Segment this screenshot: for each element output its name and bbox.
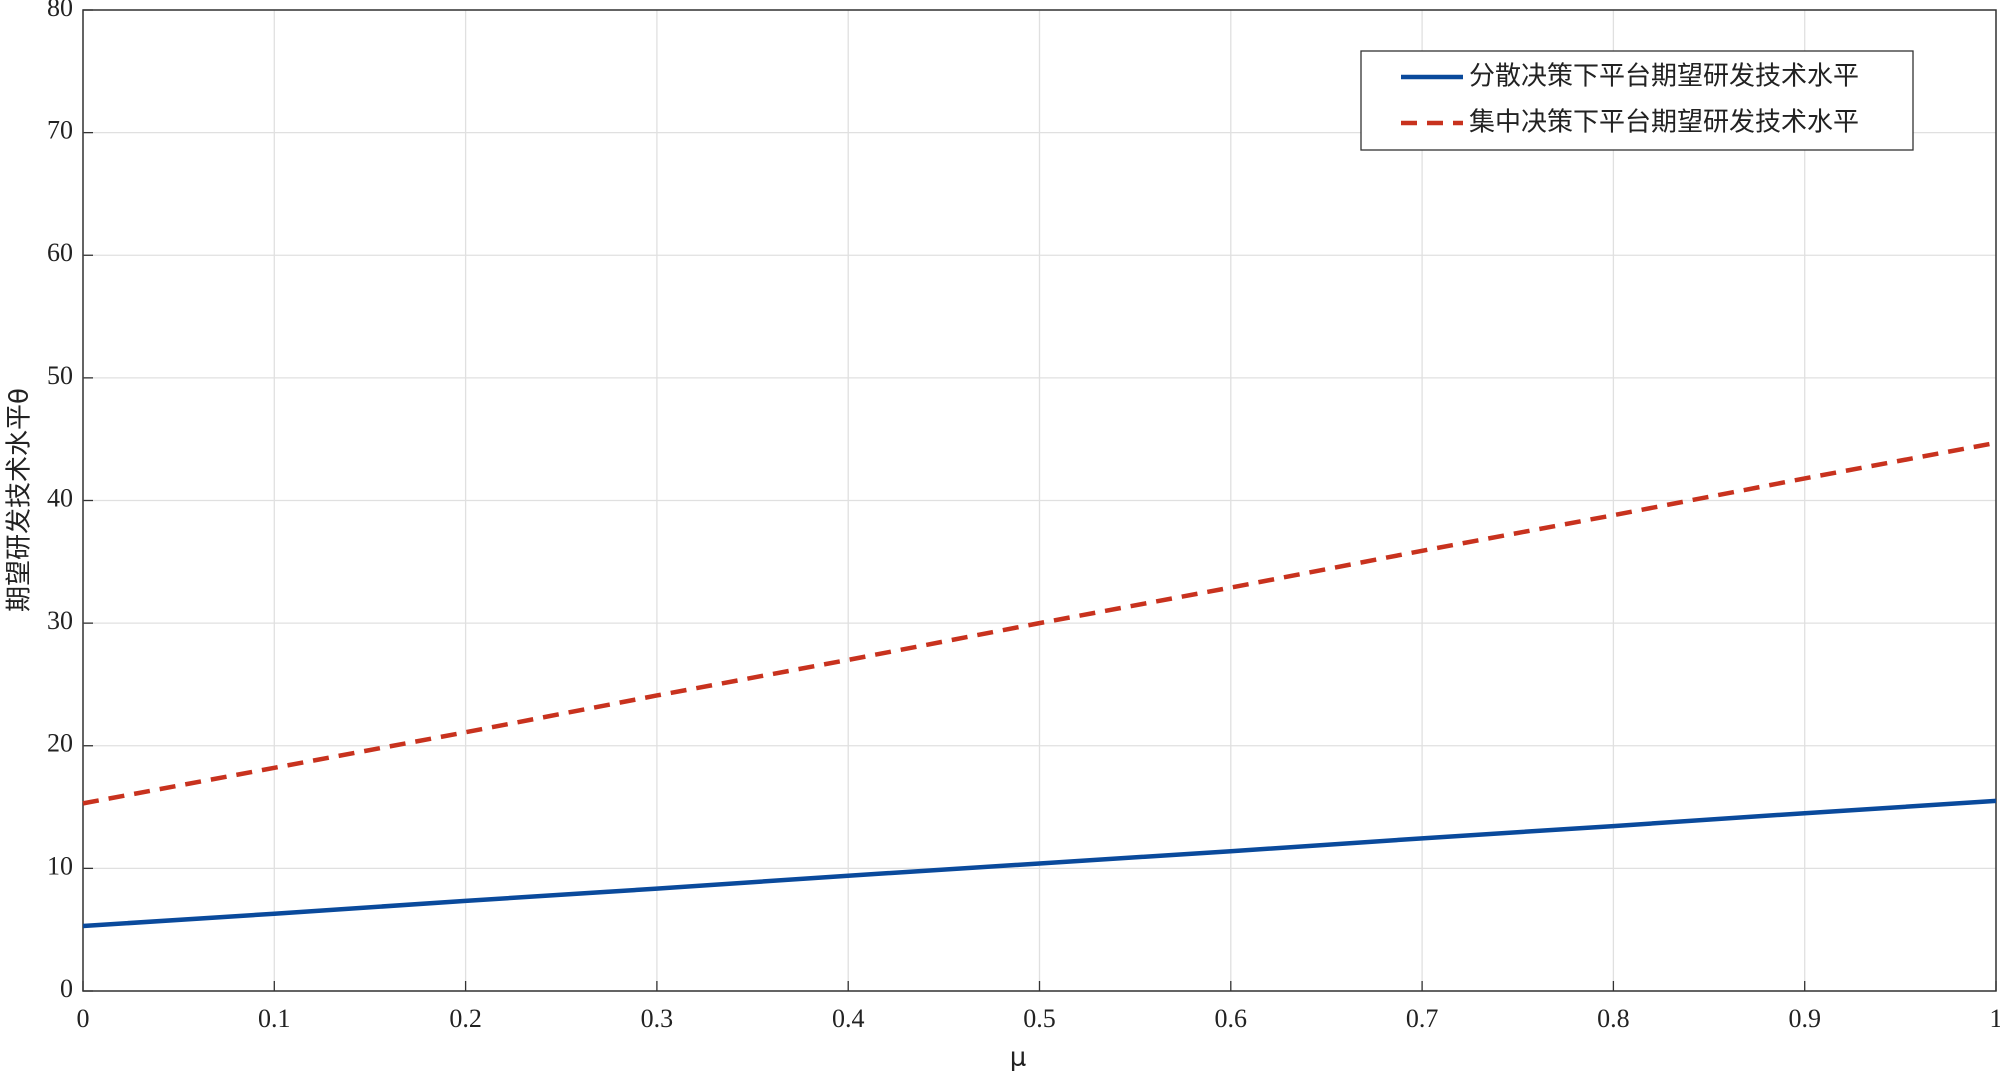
- y-tick-label: 10: [47, 851, 73, 880]
- x-axis-label: μ: [1010, 1043, 1027, 1073]
- y-tick-label: 50: [47, 361, 73, 390]
- line-series: [82, 440, 1997, 806]
- legend-box: [1360, 50, 1914, 151]
- y-tick-label: 60: [47, 238, 73, 267]
- x-tick-label: 0.5: [1023, 1004, 1056, 1033]
- x-tick-label: 0.1: [258, 1004, 291, 1033]
- x-tick-label: 0.2: [449, 1004, 482, 1033]
- y-tick-label: 80: [47, 0, 73, 22]
- y-tick-label: 70: [47, 116, 73, 145]
- x-tick-label: 0.4: [832, 1004, 865, 1033]
- plot-frame: [82, 9, 1997, 992]
- x-tick-label: 0.7: [1406, 1004, 1439, 1033]
- y-tick-label: 30: [47, 606, 73, 635]
- x-tick-label: 0.8: [1597, 1004, 1630, 1033]
- x-tick-label: 0.6: [1215, 1004, 1248, 1033]
- x-tick-label: 1: [1990, 1004, 2000, 1033]
- legend-label: 集中决策下平台期望研发技术水平: [1469, 108, 1859, 138]
- x-tick-label: 0: [77, 1004, 90, 1033]
- legend-label: 分散决策下平台期望研发技术水平: [1469, 62, 1859, 92]
- y-tick-label: 40: [47, 483, 73, 512]
- y-axis-label: 期望研发技术水平θ: [5, 388, 35, 612]
- x-tick-label: 0.3: [641, 1004, 674, 1033]
- x-tick-label: 0.9: [1788, 1004, 1821, 1033]
- y-tick-label: 0: [60, 974, 73, 1003]
- line-series: [82, 798, 1997, 929]
- y-tick-label: 20: [47, 729, 73, 758]
